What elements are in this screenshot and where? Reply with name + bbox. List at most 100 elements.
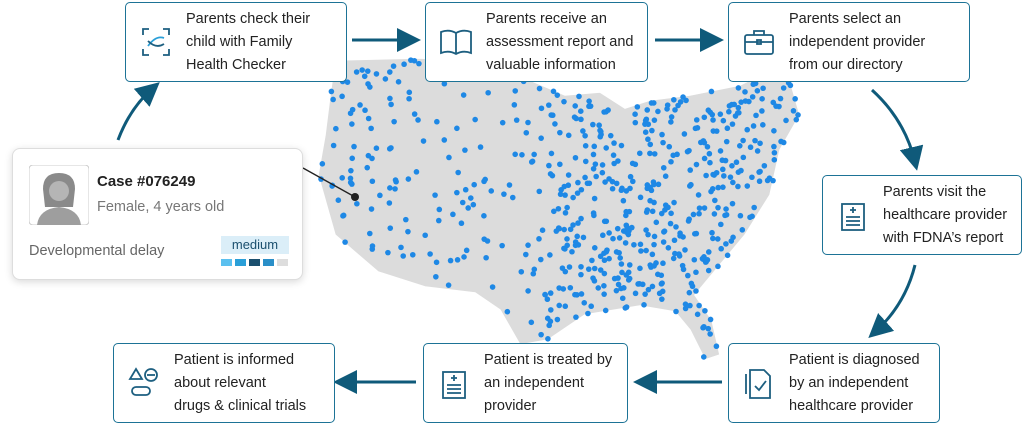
map-dot xyxy=(433,273,439,280)
case-card: Case #076249 Female, 4 years old Develop… xyxy=(12,148,303,280)
map-dot xyxy=(749,174,755,181)
map-dot xyxy=(391,118,397,125)
map-dot xyxy=(545,336,551,342)
map-dot xyxy=(727,174,734,180)
map-dot xyxy=(726,108,732,115)
map-dot xyxy=(567,284,574,291)
map-dot xyxy=(613,180,620,187)
map-dot xyxy=(645,136,651,143)
map-dot xyxy=(411,57,418,64)
map-dot xyxy=(659,288,666,295)
map-dot xyxy=(606,255,612,262)
map-dot xyxy=(489,284,496,290)
map-dot xyxy=(388,101,394,108)
map-dot xyxy=(749,94,756,100)
step-icon xyxy=(126,27,186,57)
map-dot xyxy=(599,162,606,168)
map-dot xyxy=(634,104,641,110)
map-dot xyxy=(648,264,654,270)
map-dot xyxy=(629,160,636,167)
map-dot xyxy=(723,241,729,247)
map-dot xyxy=(564,204,570,211)
map-dot xyxy=(673,224,679,230)
map-dot xyxy=(717,111,724,117)
map-dot xyxy=(530,270,537,277)
map-dot xyxy=(555,205,562,212)
map-dot xyxy=(759,96,765,102)
map-dot xyxy=(752,80,759,87)
map-dot xyxy=(740,137,746,144)
step-line: by an independent xyxy=(789,374,909,391)
map-dot xyxy=(658,210,665,217)
map-dot xyxy=(795,112,801,118)
map-dot xyxy=(629,178,636,185)
map-dot xyxy=(395,79,402,85)
map-dot xyxy=(744,183,751,189)
map-dot xyxy=(582,132,588,139)
map-dot xyxy=(591,143,598,150)
map-dot xyxy=(441,137,448,143)
step-line: from our directory xyxy=(789,56,903,73)
map-dot xyxy=(572,239,579,245)
map-dot xyxy=(557,129,563,136)
step-line: about relevant xyxy=(174,374,266,391)
map-dot xyxy=(738,99,744,105)
map-dot xyxy=(481,178,487,185)
map-dot xyxy=(590,165,597,172)
map-dot xyxy=(471,181,477,188)
step-line: Parents receive an xyxy=(486,10,607,27)
map-dot xyxy=(724,125,731,132)
map-dot xyxy=(685,218,692,224)
map-dot xyxy=(401,61,407,68)
map-dot xyxy=(620,285,627,291)
map-dot xyxy=(547,252,553,258)
map-dot xyxy=(574,190,581,196)
step-text: Patient is treated by an independent provi… xyxy=(484,349,612,418)
map-dot xyxy=(751,204,757,211)
map-dot xyxy=(707,109,714,116)
map-dot xyxy=(722,212,728,219)
map-dot xyxy=(557,191,564,198)
map-dot xyxy=(427,251,433,257)
map-dot xyxy=(601,283,607,289)
step-box: Parents visit the healthcare provider with… xyxy=(822,175,1022,255)
map-dot xyxy=(461,254,467,260)
map-dot xyxy=(575,179,581,186)
step-box: Patient is treated by an independent provi… xyxy=(423,343,628,423)
map-dot xyxy=(591,195,598,202)
map-dot xyxy=(701,114,708,121)
map-dot xyxy=(413,169,420,175)
map-dot xyxy=(686,147,692,154)
map-dot xyxy=(682,301,689,307)
map-dot xyxy=(693,161,700,168)
map-dot xyxy=(547,307,554,313)
map-dot xyxy=(700,138,707,144)
map-dot xyxy=(764,177,771,184)
map-dot xyxy=(718,245,724,252)
map-dot xyxy=(525,242,531,248)
map-dot xyxy=(759,108,765,114)
map-dot xyxy=(721,173,727,179)
map-dot xyxy=(342,239,348,245)
map-dot xyxy=(549,112,556,119)
map-dot xyxy=(672,250,678,257)
map-dot xyxy=(550,88,557,95)
map-dot xyxy=(737,212,744,219)
case-title: Case #076249 xyxy=(97,173,196,190)
map-dot xyxy=(637,265,643,272)
map-dot xyxy=(710,171,716,178)
map-dot xyxy=(406,95,412,102)
map-dot xyxy=(638,248,644,254)
map-dot xyxy=(632,111,638,118)
map-dot xyxy=(588,303,595,310)
map-dot xyxy=(578,116,584,123)
step-icon xyxy=(424,366,484,400)
map-dot xyxy=(347,179,354,186)
map-dot xyxy=(420,138,427,144)
map-dot xyxy=(377,192,383,199)
map-dot xyxy=(733,159,740,166)
map-dot xyxy=(760,85,766,92)
map-dot xyxy=(485,89,491,96)
map-dot xyxy=(668,158,674,165)
step-line: Patient is treated by xyxy=(484,351,613,368)
